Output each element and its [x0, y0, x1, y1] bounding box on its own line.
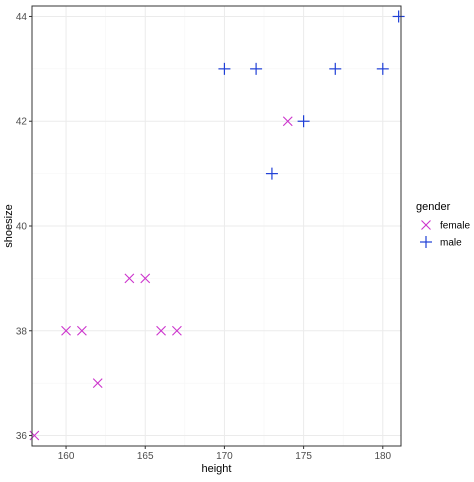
x-tick-label: 180: [374, 451, 391, 462]
legend: gender female male: [416, 201, 470, 249]
y-tick-label: 36: [16, 431, 28, 442]
data-point-female: [172, 325, 182, 336]
legend-key-female: [421, 220, 431, 230]
data-point-female: [282, 116, 293, 127]
data-point-female: [92, 378, 103, 389]
y-tick-label: 40: [16, 222, 28, 233]
grid-layer: [32, 6, 401, 446]
legend-items: female male: [420, 220, 470, 249]
marker-stroke: [282, 116, 293, 127]
data-point-female: [124, 273, 135, 284]
data-point-female: [76, 325, 87, 336]
x-tick-label: 165: [137, 451, 154, 462]
data-point-female: [61, 325, 71, 336]
data-point-male: [218, 62, 231, 75]
data-point-male: [297, 115, 310, 128]
x-tick-label: 175: [295, 451, 312, 462]
data-point-male: [265, 167, 278, 180]
marker-stroke: [92, 378, 103, 389]
data-point-male: [250, 62, 263, 75]
y-tick-label: 44: [16, 12, 28, 23]
data-point-female: [140, 273, 151, 284]
marker-stroke: [172, 325, 182, 336]
data-point-female: [29, 430, 40, 441]
x-axis-title: height: [202, 463, 232, 475]
y-tick-label: 38: [16, 326, 28, 337]
data-point-male: [376, 62, 389, 75]
marker-stroke: [76, 325, 87, 336]
x-tick-label: 160: [58, 451, 75, 462]
y-axis-title: shoesize: [3, 204, 15, 247]
marker-stroke: [29, 430, 40, 441]
marker-stroke: [421, 220, 431, 230]
legend-item-male: male: [420, 236, 462, 249]
points-layer: [29, 10, 405, 441]
data-point-male: [392, 10, 405, 23]
legend-label-female: female: [440, 221, 470, 232]
data-point-female: [156, 325, 166, 336]
marker-stroke: [156, 325, 166, 336]
marker-stroke: [61, 325, 71, 336]
legend-title: gender: [416, 201, 451, 213]
legend-item-female: female: [421, 220, 470, 232]
marker-stroke: [124, 273, 135, 284]
ticks-layer: 160 165 170 175 180 36 38 40 42 44: [16, 12, 392, 462]
legend-label-male: male: [440, 238, 462, 249]
marker-stroke: [140, 273, 151, 284]
x-tick-label: 170: [216, 451, 233, 462]
y-tick-label: 42: [16, 117, 28, 128]
legend-key-male: [420, 236, 432, 248]
data-point-male: [329, 62, 342, 75]
